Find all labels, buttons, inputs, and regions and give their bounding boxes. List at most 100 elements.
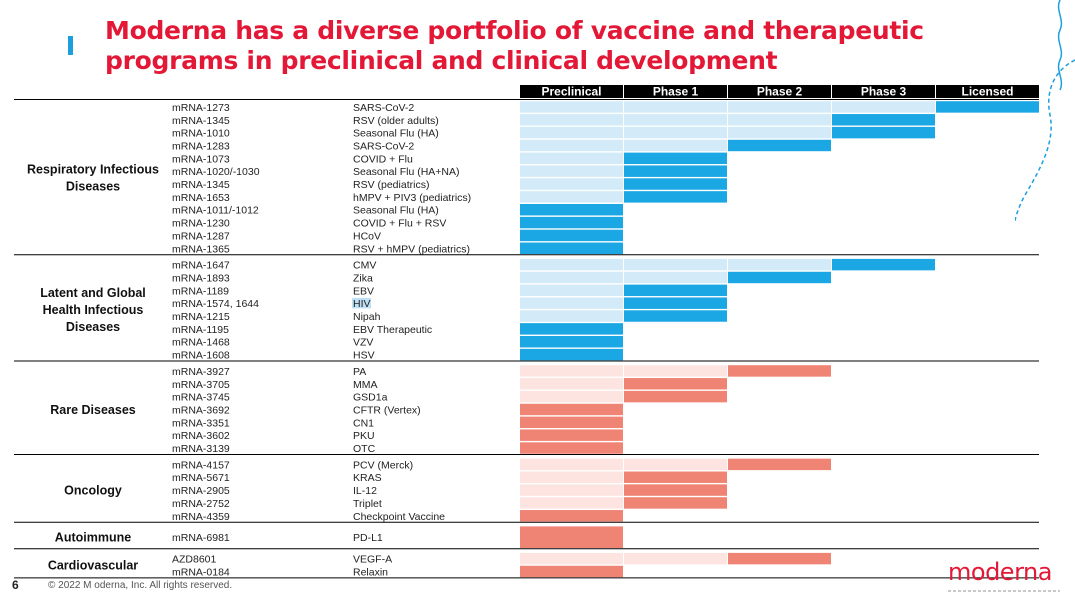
stage-bar: [624, 458, 727, 471]
program-code: mRNA-1011/-1012: [172, 205, 259, 217]
stage-bar: [728, 258, 831, 271]
program-code: mRNA-0184: [172, 566, 230, 578]
program-target: Checkpoint Vaccine: [353, 511, 445, 523]
program-target: EBV Therapeutic: [353, 324, 432, 336]
program-code: mRNA-1468: [172, 337, 230, 349]
moderna-logo: moderna: [948, 558, 1052, 586]
program-code: mRNA-1215: [172, 311, 230, 323]
stage-bar: [520, 442, 623, 454]
stage-bar: [520, 565, 623, 578]
program-target: CFTR (Vertex): [353, 404, 421, 416]
stage-bar: [728, 114, 831, 126]
stage-bar: [520, 165, 623, 177]
program-target: IL-12: [353, 485, 377, 497]
stage-bar: [624, 271, 727, 284]
stage-bar: [728, 101, 831, 113]
stage-bar: [520, 204, 623, 216]
program-code: mRNA-1073: [172, 153, 230, 165]
stage-bar: [520, 310, 623, 322]
stage-header-5: [936, 85, 1039, 98]
program-target: VEGF-A: [353, 554, 392, 566]
program-target: PA: [353, 366, 366, 378]
stage-header-2: [624, 85, 727, 98]
program-target: PKU: [353, 430, 375, 442]
stage-bar: [520, 403, 623, 416]
program-target: SARS-CoV-2: [353, 102, 414, 114]
title-accent-bar: [68, 36, 73, 55]
program-code: mRNA-6981: [172, 532, 230, 544]
program-code: mRNA-2905: [172, 485, 230, 497]
copyright-notice: © 2022 M oderna, Inc. All rights reserve…: [48, 580, 233, 591]
stage-bar: [624, 126, 727, 139]
category-label: Rare Diseases: [50, 403, 136, 417]
program-target: PD-L1: [353, 532, 383, 544]
program-code: mRNA-1010: [172, 128, 230, 140]
program-code: mRNA-3139: [172, 443, 230, 455]
program-code: mRNA-1608: [172, 350, 230, 362]
stage-bar: [624, 139, 727, 152]
stage-bar: [520, 258, 623, 271]
program-target: Nipah: [353, 311, 381, 323]
program-code: mRNA-1020/-1030: [172, 166, 260, 178]
stage-bar: [624, 552, 727, 565]
stage-bar: [728, 271, 831, 284]
stage-bar: [624, 191, 727, 203]
program-code: mRNA-3351: [172, 417, 230, 429]
wave-decoration-icon: [1015, 0, 1075, 224]
program-target: PCV (Merck): [353, 459, 413, 471]
page-number: 6: [12, 578, 19, 592]
stage-bar: [520, 323, 623, 335]
category-label: Latent and Global: [40, 286, 146, 300]
program-target: SARS-CoV-2: [353, 140, 414, 152]
program-code: mRNA-1273: [172, 102, 230, 114]
page-title: Moderna has a diverse portfolio of vacci…: [105, 16, 924, 76]
stage-bar: [832, 114, 935, 126]
program-target: OTC: [353, 443, 376, 455]
stage-bar: [728, 126, 831, 139]
stage-bar: [624, 484, 727, 496]
program-target: COVID + Flu: [353, 153, 413, 165]
stage-bar: [520, 365, 623, 377]
stage-bar: [520, 458, 623, 471]
stage-bar: [520, 471, 623, 483]
program-target: Seasonal Flu (HA): [353, 128, 439, 140]
program-code: mRNA-2752: [172, 498, 230, 510]
stage-bar: [728, 552, 831, 565]
program-target: RSV (pediatrics): [353, 179, 429, 191]
stage-bar: [520, 552, 623, 565]
stage-bar: [624, 284, 727, 297]
program-target: KRAS: [353, 472, 382, 484]
program-code: mRNA-5671: [172, 472, 230, 484]
program-code: mRNA-1647: [172, 260, 230, 272]
stage-bar: [520, 497, 623, 509]
stage-bar: [728, 139, 831, 152]
stage-bar: [520, 114, 623, 126]
program-code: mRNA-1287: [172, 230, 230, 242]
program-code: AZD8601: [172, 554, 217, 566]
program-target: RSV (older adults): [353, 115, 439, 127]
stage-bar: [624, 152, 727, 165]
program-target: RSV + hMPV (pediatrics): [353, 243, 470, 255]
stage-bar: [520, 348, 623, 361]
program-code: mRNA-3705: [172, 379, 230, 391]
program-code: mRNA-1195: [172, 324, 229, 336]
program-code: mRNA-1574, 1644: [172, 298, 259, 310]
program-target: CMV: [353, 260, 376, 272]
program-target: Seasonal Flu (HA+NA): [353, 166, 460, 178]
stage-header-label: Licensed: [961, 85, 1013, 99]
program-code: mRNA-4359: [172, 511, 230, 523]
stage-header-label: Preclinical: [541, 85, 601, 99]
category-label: Autoimmune: [55, 531, 131, 545]
stage-bar: [624, 310, 727, 322]
title-line-1: Moderna has a diverse portfolio of vacci…: [105, 16, 924, 45]
stage-bar: [520, 191, 623, 203]
title-line-2: programs in preclinical and clinical dev…: [105, 46, 778, 75]
stage-bar: [624, 165, 727, 177]
stage-bar: [520, 378, 623, 390]
stage-bar: [520, 242, 623, 254]
category-label: Health Infectious: [43, 303, 144, 317]
stage-bar: [728, 458, 831, 471]
stage-bar: [520, 216, 623, 229]
stage-bar: [624, 114, 727, 126]
